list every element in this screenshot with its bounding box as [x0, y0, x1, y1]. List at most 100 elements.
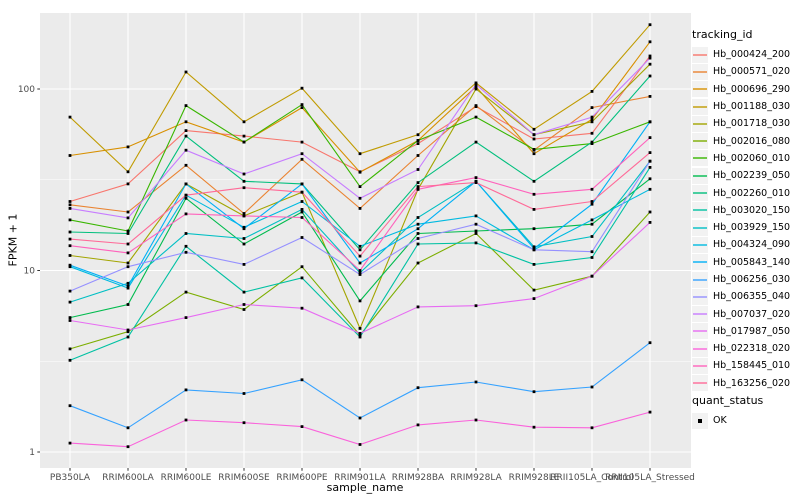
legend-item-label: Hb_158445_010 [713, 360, 791, 372]
legend-item-Hb_002260_010: Hb_002260_010 [692, 184, 791, 202]
data-point [68, 200, 72, 203]
data-point [648, 166, 652, 169]
data-point [184, 129, 188, 132]
data-point [416, 133, 420, 137]
data-point [648, 341, 652, 345]
legend-tracking-title: tracking_id [692, 28, 753, 41]
data-point [648, 159, 652, 163]
legend-item-label: Hb_002260_010 [713, 187, 791, 199]
data-point [358, 170, 362, 174]
legend-line-swatch-icon [692, 167, 708, 184]
y-tick-label: 100 [18, 85, 35, 95]
data-point [184, 134, 188, 138]
legend-item-label: Hb_022318_020 [713, 343, 791, 355]
data-point [416, 139, 420, 142]
data-point [242, 172, 246, 176]
data-point [416, 222, 420, 226]
legend-item-label: OK [713, 415, 727, 427]
x-tick-label: RRIM928LE [509, 473, 560, 483]
data-point [126, 229, 130, 233]
legend-item-label: Hb_017987_050 [713, 325, 791, 337]
legend-line-swatch-icon [692, 375, 708, 392]
data-point [532, 245, 536, 249]
data-point [300, 152, 304, 156]
data-point [68, 347, 72, 351]
data-point [474, 87, 478, 91]
data-point [474, 115, 478, 119]
legend-line-swatch-icon [692, 340, 708, 357]
legend-item-label: Hb_000571_020 [713, 66, 791, 78]
data-point [648, 221, 652, 224]
data-point [68, 265, 72, 269]
data-point [648, 95, 652, 98]
legend-item-Hb_006256_030: Hb_006256_030 [692, 271, 790, 288]
data-point [474, 176, 478, 179]
data-point [416, 216, 420, 219]
data-point [68, 404, 72, 408]
data-point [590, 222, 594, 226]
data-points [68, 23, 652, 449]
data-point [358, 248, 362, 252]
data-point [532, 137, 536, 141]
legend-item-label: Hb_007037_020 [713, 308, 791, 320]
data-point [300, 265, 304, 269]
data-point [184, 120, 188, 124]
data-point [358, 332, 362, 335]
data-point [68, 358, 72, 362]
legend-item-Hb_002060_010: Hb_002060_010 [692, 150, 790, 167]
legend-item-label: Hb_005843_140 [713, 256, 791, 268]
data-point [590, 385, 594, 389]
data-point [184, 250, 188, 254]
data-point [474, 241, 478, 245]
legend-line-swatch-icon [692, 306, 708, 323]
data-point [242, 225, 246, 229]
data-point [68, 207, 72, 210]
data-point [358, 207, 362, 210]
data-point [358, 152, 362, 156]
data-point [358, 416, 362, 420]
data-point [126, 426, 130, 430]
data-point [126, 281, 130, 285]
data-point [68, 154, 72, 157]
data-point [532, 227, 536, 231]
data-point [242, 290, 246, 294]
data-point [68, 244, 72, 248]
x-tick-label: RRII105LA_Control [550, 473, 633, 483]
data-point [648, 177, 652, 181]
legend-item-Hb_007037_020: Hb_007037_020 [692, 305, 791, 323]
legend-item-label: Hb_001718_030 [713, 118, 791, 130]
legend-tracking-id: tracking_id Hb_000424_200 Hb_000571_020 Hb… [692, 28, 790, 392]
data-point [126, 242, 130, 246]
data-point [184, 104, 188, 107]
data-point [532, 148, 536, 151]
data-point [416, 261, 420, 265]
data-point [532, 152, 536, 156]
data-point [416, 227, 420, 231]
legend-line-swatch-icon [692, 254, 708, 271]
data-point [590, 256, 594, 259]
data-point [474, 81, 478, 85]
data-point [126, 232, 130, 235]
data-point [300, 182, 304, 186]
data-point [242, 134, 246, 138]
x-tick-label: RRIM600LE [161, 473, 212, 483]
legend-line-swatch-icon [692, 81, 708, 98]
data-point [184, 70, 188, 74]
legend-line-swatch-icon [692, 288, 708, 305]
data-point [590, 118, 594, 121]
data-point [648, 187, 652, 191]
data-point [300, 216, 304, 219]
data-point [474, 232, 478, 235]
data-point [416, 423, 420, 427]
data-point [242, 308, 246, 311]
data-point [648, 56, 652, 60]
x-tick-label: RRIM600LA [102, 473, 154, 483]
legend-item-Hb_022318_020: Hb_022318_020 [692, 340, 790, 357]
data-point [126, 328, 130, 332]
data-point [68, 230, 72, 234]
legend-item-quant-OK: OK [692, 412, 763, 429]
data-point [68, 203, 72, 207]
data-point [532, 288, 536, 292]
data-point [300, 276, 304, 280]
data-point [590, 115, 594, 119]
